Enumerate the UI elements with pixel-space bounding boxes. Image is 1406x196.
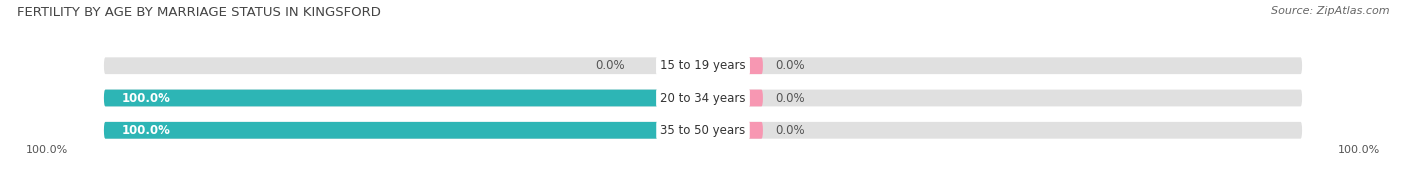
FancyBboxPatch shape: [703, 90, 763, 106]
Text: 0.0%: 0.0%: [775, 92, 804, 104]
Text: 100.0%: 100.0%: [122, 124, 170, 137]
Text: 35 to 50 years: 35 to 50 years: [661, 124, 745, 137]
Text: 15 to 19 years: 15 to 19 years: [661, 59, 745, 72]
FancyBboxPatch shape: [104, 90, 1302, 106]
Text: 0.0%: 0.0%: [775, 124, 804, 137]
FancyBboxPatch shape: [104, 57, 1302, 74]
Text: 100.0%: 100.0%: [1337, 145, 1379, 155]
Text: FERTILITY BY AGE BY MARRIAGE STATUS IN KINGSFORD: FERTILITY BY AGE BY MARRIAGE STATUS IN K…: [17, 6, 381, 19]
FancyBboxPatch shape: [703, 122, 763, 139]
Text: 100.0%: 100.0%: [27, 145, 69, 155]
Text: 20 to 34 years: 20 to 34 years: [661, 92, 745, 104]
Text: Source: ZipAtlas.com: Source: ZipAtlas.com: [1271, 6, 1389, 16]
FancyBboxPatch shape: [104, 122, 1302, 139]
Text: 0.0%: 0.0%: [596, 59, 626, 72]
Text: 100.0%: 100.0%: [122, 92, 170, 104]
Text: 0.0%: 0.0%: [775, 59, 804, 72]
FancyBboxPatch shape: [703, 57, 763, 74]
FancyBboxPatch shape: [104, 90, 703, 106]
FancyBboxPatch shape: [104, 122, 703, 139]
